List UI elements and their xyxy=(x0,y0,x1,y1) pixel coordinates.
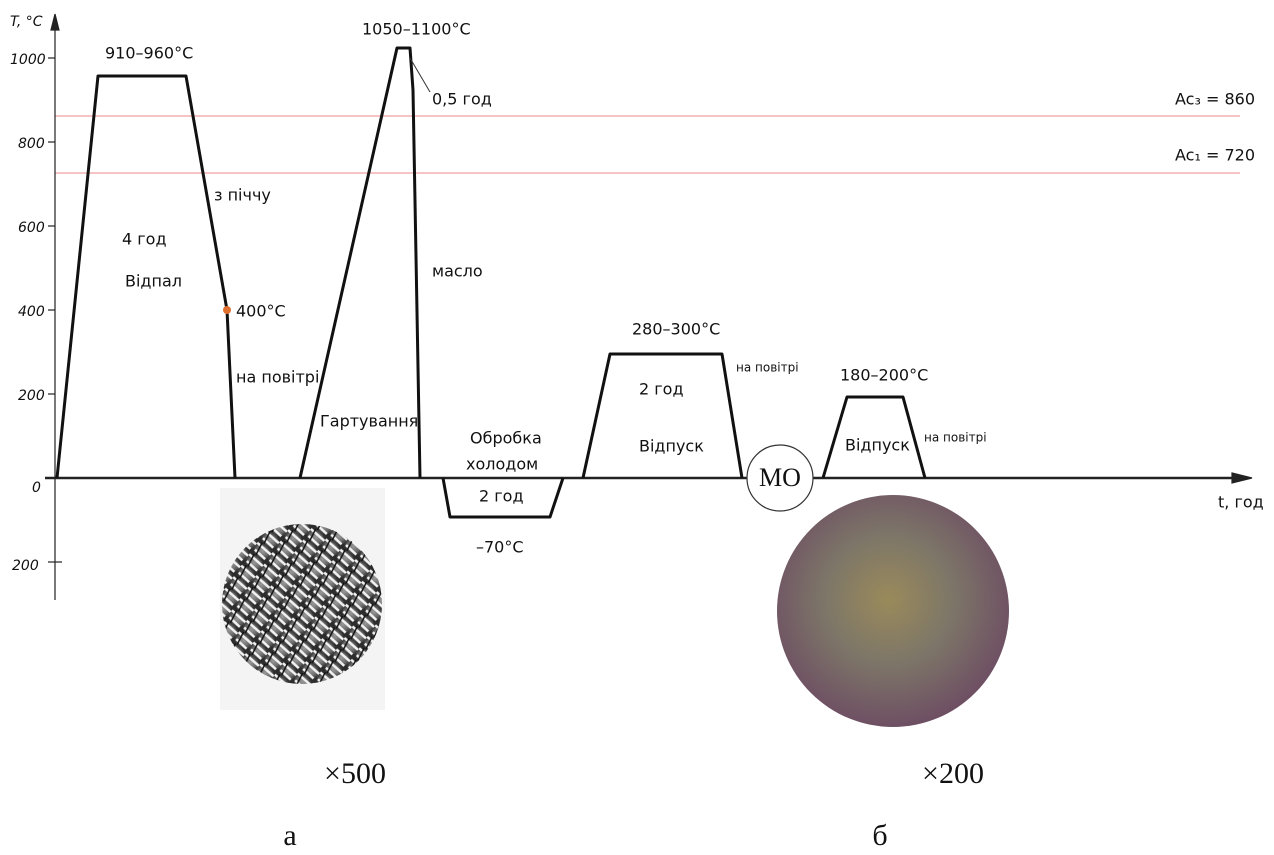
y-tick-label: 200 xyxy=(12,558,39,574)
y-axis-label: T, °C xyxy=(10,14,43,30)
annotation: на повітрі xyxy=(236,368,319,387)
reference-lines: Ac₃ = 860 Ac₁ = 720 xyxy=(55,90,1255,174)
magnification: ×500 xyxy=(324,757,386,790)
y-tick-label: 800 xyxy=(18,136,45,152)
annotation: Гартування xyxy=(320,412,418,431)
annotation: на повітрі xyxy=(924,431,987,445)
y-tick-label: 600 xyxy=(18,220,45,236)
x-axis-label: t, год xyxy=(1218,493,1264,512)
annotation: Відпал xyxy=(125,272,182,291)
annotation: –70°С xyxy=(476,538,524,557)
magnification: ×200 xyxy=(922,757,984,790)
mo-label: МО xyxy=(759,463,801,492)
annotation: Обробка xyxy=(470,429,542,448)
heat-treatment-diagram: Ac₃ = 860 Ac₁ = 720 T, °C t, год 1000 80… xyxy=(0,0,1274,855)
ac1-label: Ac₁ = 720 xyxy=(1175,146,1255,165)
annotation: з піччу xyxy=(214,186,271,205)
y-arrow xyxy=(51,14,59,30)
annotation: 1050–1100°С xyxy=(362,20,471,39)
annotation: масло xyxy=(432,262,483,281)
annotation: 2 год xyxy=(639,380,684,399)
tempering-1 xyxy=(583,354,742,478)
annotation: 910–960°С xyxy=(105,44,193,63)
x-arrow xyxy=(1232,473,1252,483)
annotation: холодом xyxy=(466,455,538,474)
micrograph-b xyxy=(777,495,1009,727)
figure-label: а xyxy=(283,819,296,852)
annotation: 180–200°С xyxy=(840,366,928,385)
y-tick-label: 1000 xyxy=(10,52,46,68)
annotation: 2 год xyxy=(479,487,524,506)
annotation: 400°С xyxy=(236,302,286,321)
y-tick-label: 200 xyxy=(18,388,45,404)
y-tick-label: 0 xyxy=(32,480,41,496)
point-400 xyxy=(223,306,231,314)
annotation: Відпуск xyxy=(639,437,704,456)
annotation: 4 год xyxy=(122,230,167,249)
annotation: на повітрі xyxy=(736,361,799,375)
figure-label: б xyxy=(872,819,887,852)
annotation: Відпуск xyxy=(845,436,910,455)
annotation: 0,5 год xyxy=(432,90,492,109)
micrograph-a xyxy=(222,524,382,684)
annotation: 280–300°С xyxy=(632,320,720,339)
y-tick-label: 400 xyxy=(18,304,45,320)
ac3-label: Ac₃ = 860 xyxy=(1175,90,1255,109)
